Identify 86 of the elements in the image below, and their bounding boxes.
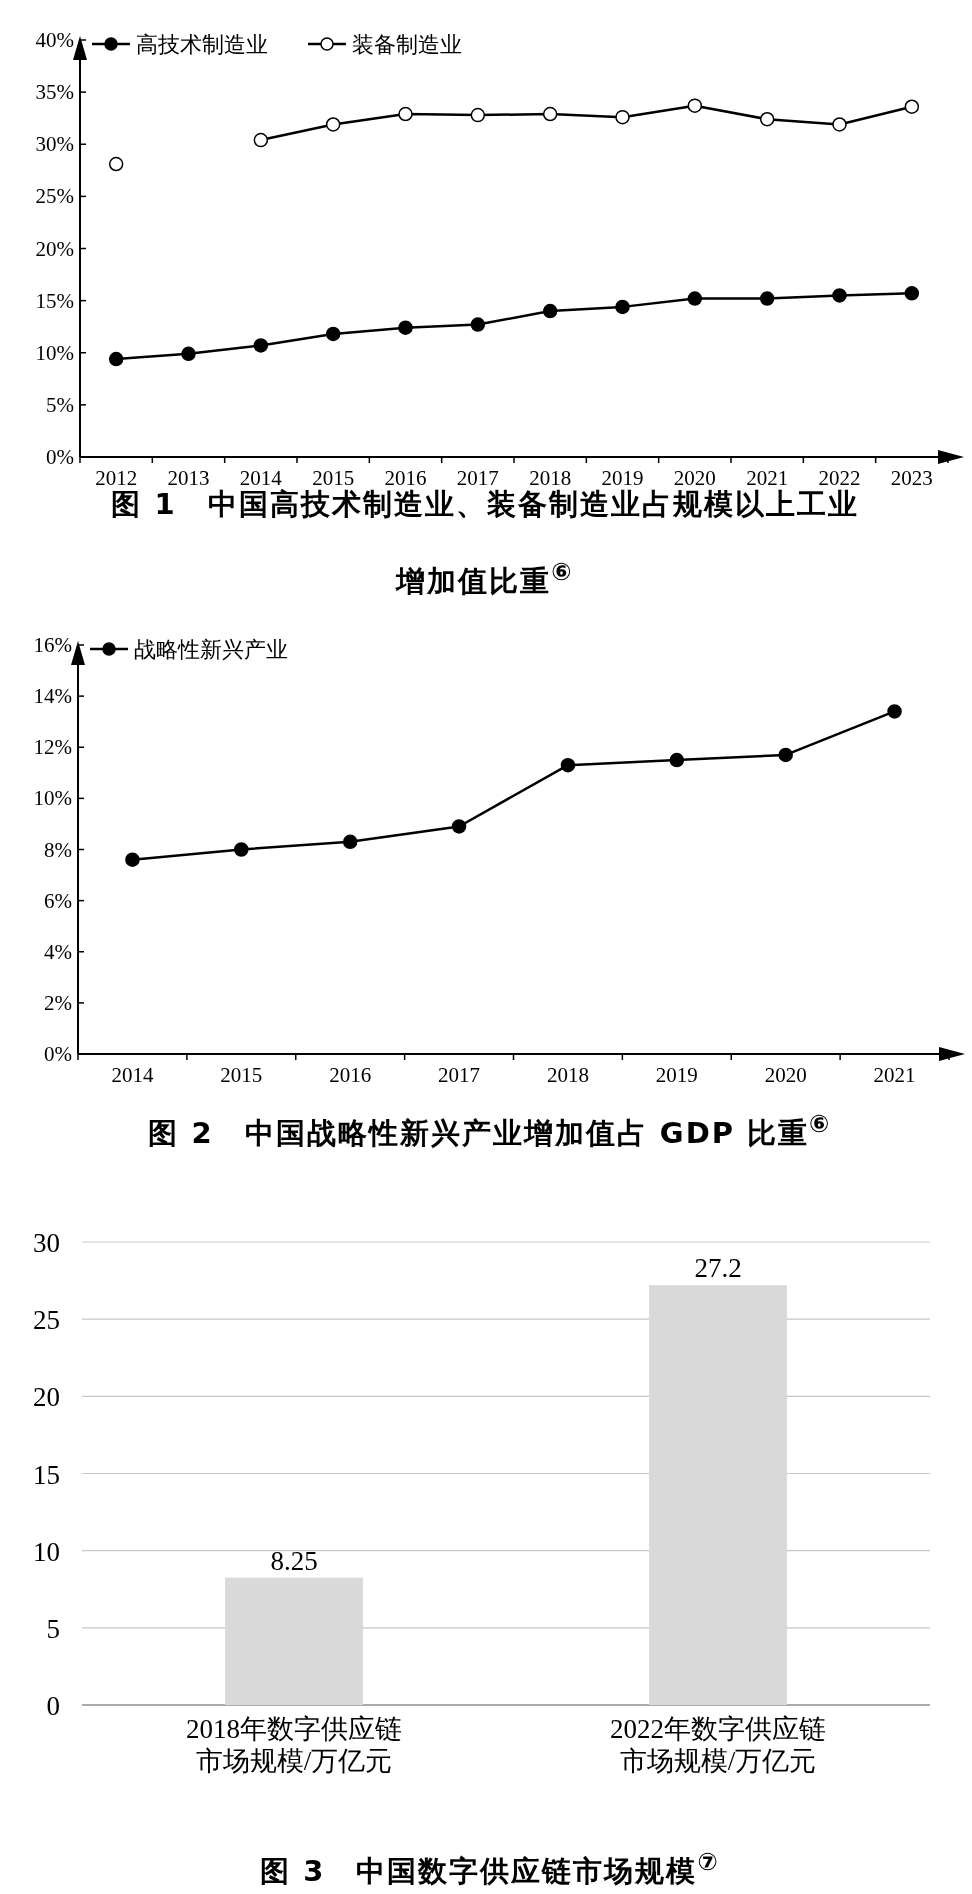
point: [542, 106, 558, 122]
x-tick-label: 2017: [456, 466, 499, 490]
y-tick-label: 35%: [35, 80, 74, 105]
legend-label: 装备制造业: [352, 32, 462, 57]
y-tick-label: 15%: [35, 288, 74, 313]
point: [108, 156, 124, 172]
point: [759, 291, 775, 306]
point: [125, 852, 140, 867]
text: 图 2 中国战略性新兴产业增加值占 GDP 比重$^{⑥}$: [147, 1109, 833, 1152]
x-tick-label: 2013: [167, 466, 210, 490]
x-tick-label: 2021: [873, 1063, 916, 1087]
point: [325, 326, 341, 342]
y-tick-label: 10%: [35, 340, 74, 365]
y-tick-label: 40%: [35, 28, 74, 52]
point: [687, 98, 703, 113]
point: [398, 106, 413, 122]
chart-title: 图 1 中国高技术制造业、装备制造业占规模以上工业增加值比重$^{⑥}$: [111, 487, 859, 598]
y-tick-label: 30: [33, 1228, 60, 1258]
x-tick-label: 2016: [329, 1063, 372, 1087]
text: 图 3 中国数字供应链市场规模$^{⑦}$: [259, 1847, 721, 1890]
point: [669, 752, 685, 768]
point: [904, 99, 920, 114]
y-tick-label: 16%: [33, 633, 72, 657]
x-tick-label: 2012: [95, 466, 138, 490]
x-tick-label: 2014: [239, 466, 283, 490]
y-tick-label: 15: [33, 1459, 60, 1490]
x-tick-label: 2022年数字供应链市场规模/万亿元: [609, 1713, 827, 1777]
point: [108, 351, 124, 367]
y-tick-label: 25: [33, 1305, 60, 1336]
point: [470, 317, 486, 332]
y-tick-label: 5: [46, 1613, 60, 1644]
y-tick-label: 0: [46, 1691, 60, 1721]
point: [615, 299, 630, 315]
point: [560, 757, 576, 773]
point: [832, 288, 847, 303]
point: [253, 132, 269, 148]
x-tick-label: 2016: [384, 466, 427, 490]
x-tick-label: 2019: [655, 1063, 698, 1087]
point: [342, 834, 358, 850]
point: [470, 107, 486, 123]
x-tick-label: 2017: [438, 1063, 481, 1087]
y-tick-label: 20: [33, 1382, 60, 1413]
point: [887, 704, 902, 719]
point: [398, 320, 413, 335]
x-tick-label: 2020: [673, 466, 716, 490]
point: [904, 286, 920, 301]
y-tick-label: 0%: [44, 1042, 72, 1066]
x-tick-label: 2018: [546, 1063, 589, 1087]
y-tick-label: 0%: [46, 445, 74, 469]
point: [615, 109, 630, 125]
point: [542, 303, 558, 319]
y-tick-label: 8%: [44, 837, 72, 862]
point: [325, 117, 341, 132]
y-tick-label: 2%: [44, 990, 72, 1015]
point: [687, 291, 703, 306]
y-tick-label: 25%: [35, 184, 74, 209]
x-tick-label: 2022: [818, 466, 861, 490]
point: [832, 117, 847, 132]
x-tick-label: 2020: [764, 1063, 807, 1087]
x-tick-label: 2015: [312, 466, 355, 490]
y-tick-label: 14%: [33, 684, 72, 709]
y-tick-label: 6%: [44, 888, 72, 913]
x-tick-label: 2019: [601, 466, 644, 490]
point: [451, 819, 467, 834]
y-tick-label: 30%: [35, 132, 74, 157]
x-tick-label: 2018: [529, 466, 572, 490]
point: [253, 338, 269, 353]
point: [778, 747, 793, 763]
point: [234, 842, 249, 857]
y-tick-label: 10%: [33, 786, 72, 811]
point: [759, 111, 775, 127]
point: [181, 346, 196, 362]
x-tick-label: 2014: [111, 1063, 154, 1087]
x-tick-label: 2018年数字供应链市场规模/万亿元: [185, 1713, 403, 1777]
y-tick-label: 4%: [44, 939, 72, 964]
data-label: 27.2: [694, 1253, 742, 1284]
y-tick-label: 10: [33, 1536, 60, 1567]
legend-label: 战略性新兴产业: [134, 637, 288, 662]
legend-label: 高技术制造业: [136, 32, 268, 57]
x-tick-label: 2023: [890, 466, 933, 490]
y-tick-label: 5%: [46, 392, 74, 417]
x-tick-label: 2015: [220, 1063, 263, 1087]
x-tick-label: 2021: [746, 466, 789, 490]
data-label: 8.25: [270, 1545, 318, 1576]
y-tick-label: 12%: [33, 735, 72, 760]
y-tick-label: 20%: [35, 236, 74, 261]
